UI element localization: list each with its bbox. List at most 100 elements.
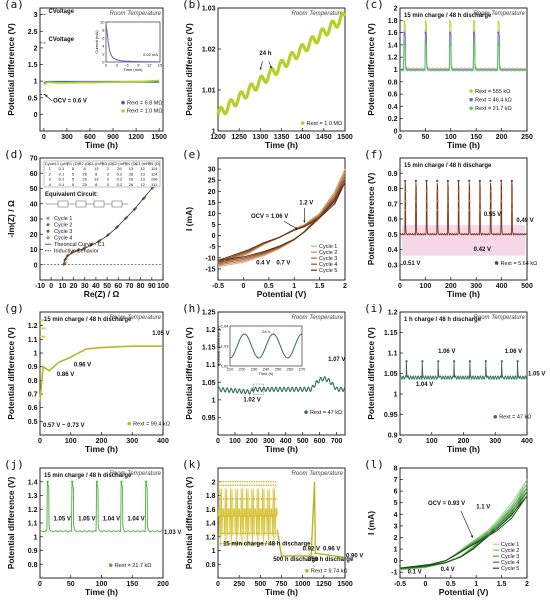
table-cell: 13 bbox=[94, 166, 99, 171]
y-tick-label: 10 bbox=[208, 211, 216, 218]
y-axis-label: Potential difference (V) bbox=[184, 23, 194, 116]
y-tick-label: 1.2 bbox=[388, 310, 398, 317]
peak-marker bbox=[421, 360, 424, 363]
y-tick-label: 0.8 bbox=[206, 562, 216, 569]
inset-x-tick-label: 9 bbox=[137, 63, 140, 68]
data-point bbox=[253, 532, 256, 535]
peak-marker bbox=[403, 31, 406, 34]
table-cell: 3 bbox=[107, 177, 110, 182]
x-tick-label: 1400 bbox=[295, 134, 311, 141]
y-tick-label: 0.2 bbox=[388, 116, 398, 123]
y-tick-label: 0.9 bbox=[388, 433, 398, 440]
circuit-element bbox=[93, 200, 105, 208]
y-tick-label: 0.6 bbox=[388, 217, 398, 224]
data-point bbox=[468, 208, 471, 211]
data-point bbox=[43, 327, 46, 330]
peak-marker bbox=[457, 179, 460, 182]
x-tick-label: 1250 bbox=[316, 581, 332, 588]
annotation: 1.1 V bbox=[476, 505, 490, 511]
data-point bbox=[244, 480, 246, 483]
peak-marker bbox=[403, 20, 406, 23]
x-axis-label: Potential (V) bbox=[439, 587, 489, 597]
x-tick-label: 1500 bbox=[151, 134, 167, 141]
series-line bbox=[399, 32, 528, 71]
x-tick-label: 0 bbox=[241, 283, 245, 290]
peak-marker bbox=[497, 31, 500, 34]
x-tick-label: 400 bbox=[280, 438, 292, 445]
data-point bbox=[234, 542, 237, 545]
x-tick-label: 150 bbox=[470, 134, 482, 141]
y-tick-label: 1.1 bbox=[388, 351, 398, 358]
legend-label: Cycle 4 bbox=[54, 236, 72, 242]
data-point bbox=[270, 515, 272, 517]
annotation: 0.55 V bbox=[484, 212, 501, 218]
data-point bbox=[255, 532, 258, 535]
data-point bbox=[248, 532, 251, 535]
table-cell: 28 bbox=[82, 171, 87, 176]
table-cell: 108 bbox=[151, 177, 158, 182]
legend-label: Cycle 1 bbox=[54, 216, 72, 222]
legend-marker bbox=[469, 106, 473, 111]
data-point bbox=[415, 190, 418, 193]
data-point bbox=[237, 480, 239, 483]
x-axis-label: Time (h) bbox=[265, 587, 298, 597]
data-point bbox=[447, 199, 450, 202]
y-tick-label: -1 bbox=[391, 570, 397, 577]
data-point bbox=[457, 199, 460, 202]
table-cell: 8 bbox=[95, 171, 98, 176]
x-tick-label: 60 bbox=[114, 283, 122, 290]
plot-frame bbox=[217, 467, 346, 579]
legend-marker bbox=[46, 223, 50, 227]
data-point bbox=[246, 542, 249, 545]
shaded-band bbox=[402, 225, 525, 256]
chart-panel-j: 0 50 100 150 200 0.8 0.9 1 1.1 1.2 1.3 1.4 Time (h) P… bbox=[4, 458, 181, 597]
data-point bbox=[248, 515, 251, 517]
series-line bbox=[399, 361, 528, 381]
data-point bbox=[425, 208, 428, 211]
data-point bbox=[436, 208, 439, 211]
peak-marker bbox=[500, 360, 503, 363]
annotation-arrow bbox=[268, 61, 272, 69]
y-tick-label: -15 bbox=[205, 266, 215, 273]
data-point bbox=[232, 542, 234, 545]
data-point bbox=[274, 532, 277, 535]
data-point bbox=[489, 208, 492, 211]
table-cell: 0.2 bbox=[117, 177, 123, 182]
table-cell: 13 bbox=[94, 177, 99, 182]
x-tick-label: 0 bbox=[216, 581, 220, 588]
data-point bbox=[274, 498, 277, 500]
annotation-arrow bbox=[283, 220, 298, 230]
y-tick-label: 7 bbox=[394, 477, 398, 484]
data-point bbox=[255, 484, 258, 486]
data-point bbox=[265, 515, 268, 517]
x-tick-label: 100 bbox=[65, 438, 77, 445]
annotation: 1.2 V bbox=[299, 201, 313, 207]
x-tick-label: 300 bbox=[489, 438, 501, 445]
data-point bbox=[260, 498, 263, 500]
plot-frame bbox=[39, 467, 164, 579]
y-tick-label: 25 bbox=[208, 178, 216, 185]
x-tick-label: 200 bbox=[496, 134, 508, 141]
peak-marker bbox=[436, 179, 439, 182]
data-point bbox=[265, 480, 268, 483]
data-point bbox=[232, 498, 234, 500]
data-point bbox=[239, 480, 241, 483]
peak-marker bbox=[71, 480, 74, 483]
inset-x-tick-label: 0 bbox=[105, 63, 108, 68]
panel-label: (j) bbox=[4, 458, 24, 471]
data-point bbox=[267, 484, 270, 486]
data-point bbox=[265, 532, 268, 535]
legend-label: Rext = 99.4 kΩ bbox=[133, 421, 170, 427]
legend-label: Cycle 4 bbox=[501, 560, 519, 566]
data-point bbox=[489, 199, 492, 202]
annotation: 1.07 V bbox=[328, 357, 345, 363]
y-tick-label: 2 bbox=[394, 535, 398, 542]
data-point bbox=[479, 199, 482, 202]
data-point bbox=[251, 480, 253, 483]
legend-label: Rext = 555 kΩ bbox=[475, 89, 510, 95]
table-cell: 2 bbox=[49, 171, 52, 176]
data-point bbox=[255, 542, 258, 545]
data-point bbox=[260, 484, 263, 486]
inset-y-tick-label: 1.04 bbox=[221, 324, 230, 329]
y-tick-label: 0.4 bbox=[388, 247, 398, 254]
